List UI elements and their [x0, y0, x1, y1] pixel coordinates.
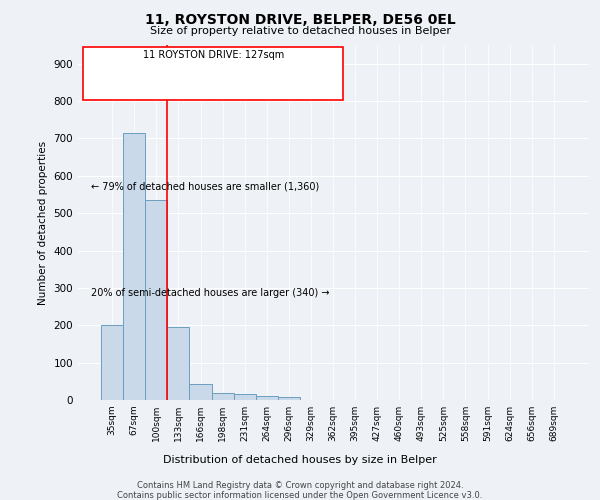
Y-axis label: Number of detached properties: Number of detached properties — [38, 140, 48, 304]
Bar — [145, 200, 167, 400]
Text: Distribution of detached houses by size in Belper: Distribution of detached houses by size … — [163, 455, 437, 465]
Bar — [278, 397, 300, 400]
Bar — [256, 396, 278, 400]
Text: 11 ROYSTON DRIVE: 127sqm: 11 ROYSTON DRIVE: 127sqm — [143, 50, 284, 60]
Text: Contains public sector information licensed under the Open Government Licence v3: Contains public sector information licen… — [118, 491, 482, 500]
Text: 11, ROYSTON DRIVE, BELPER, DE56 0EL: 11, ROYSTON DRIVE, BELPER, DE56 0EL — [145, 12, 455, 26]
Bar — [212, 392, 233, 400]
Text: ← 79% of detached houses are smaller (1,360): ← 79% of detached houses are smaller (1,… — [91, 182, 319, 192]
Bar — [190, 384, 212, 400]
Text: 20% of semi-detached houses are larger (340) →: 20% of semi-detached houses are larger (… — [91, 288, 329, 298]
FancyBboxPatch shape — [83, 47, 343, 100]
Bar — [233, 394, 256, 400]
Bar — [101, 326, 123, 400]
Text: Contains HM Land Registry data © Crown copyright and database right 2024.: Contains HM Land Registry data © Crown c… — [137, 481, 463, 490]
Bar — [167, 327, 190, 400]
Text: Size of property relative to detached houses in Belper: Size of property relative to detached ho… — [149, 26, 451, 36]
Bar — [123, 133, 145, 400]
